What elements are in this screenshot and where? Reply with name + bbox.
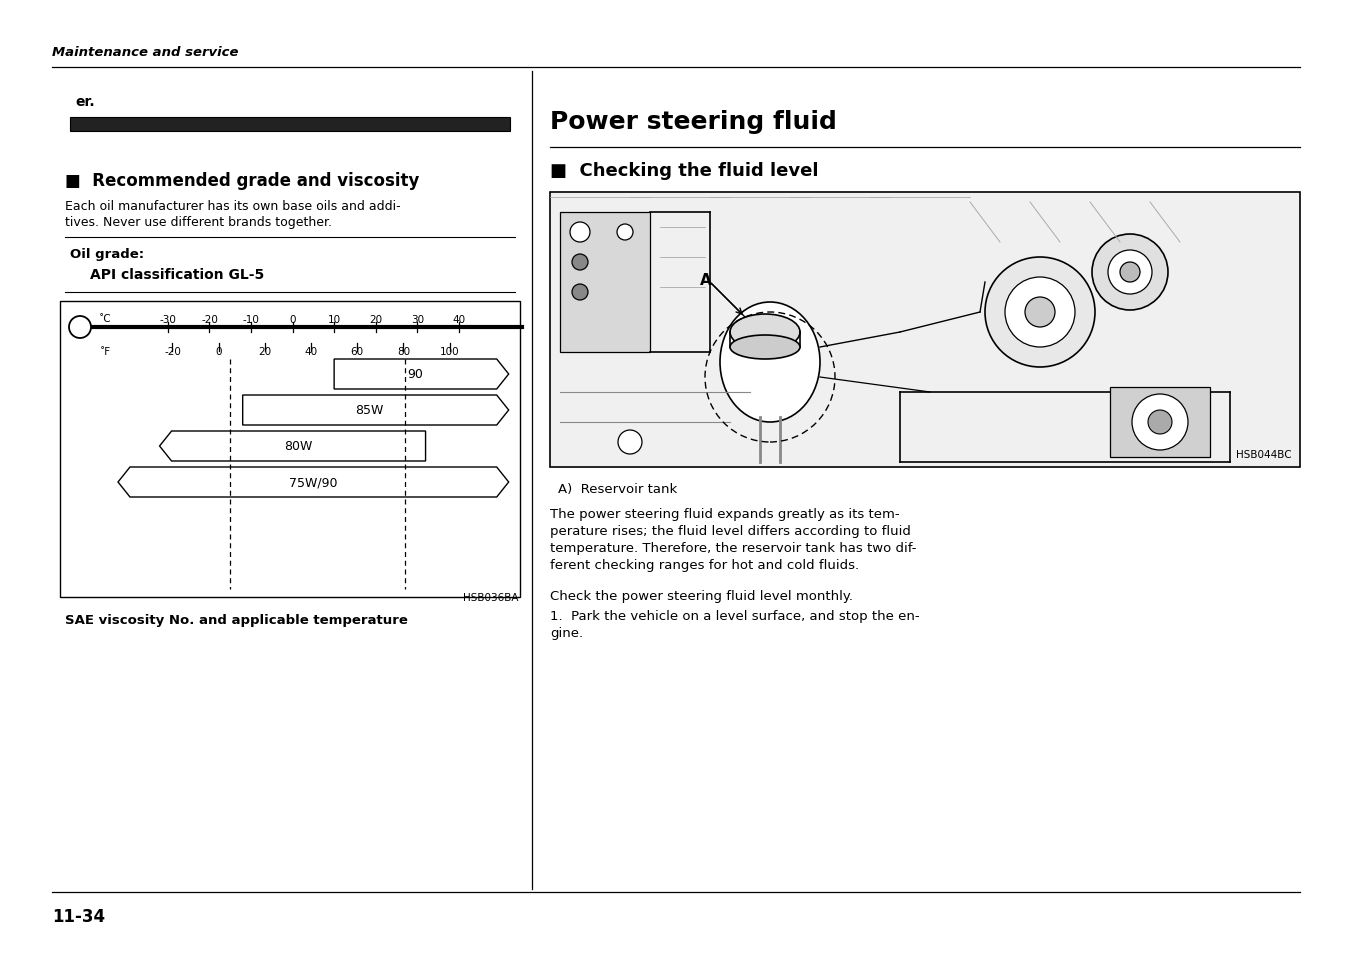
Text: -30: -30 (160, 314, 176, 325)
Text: The power steering fluid expands greatly as its tem-: The power steering fluid expands greatly… (550, 507, 899, 520)
Text: ˚F: ˚F (100, 347, 111, 356)
Text: ■  Checking the fluid level: ■ Checking the fluid level (550, 162, 818, 180)
Text: ferent checking ranges for hot and cold fluids.: ferent checking ranges for hot and cold … (550, 558, 859, 572)
Text: -20: -20 (201, 314, 218, 325)
Bar (550, 193, 1301, 468)
Bar (560, 213, 650, 353)
Text: HSB036BA: HSB036BA (462, 593, 518, 602)
Text: Power steering fluid: Power steering fluid (550, 110, 837, 133)
Text: Maintenance and service: Maintenance and service (51, 46, 238, 59)
Ellipse shape (572, 254, 588, 271)
Ellipse shape (986, 257, 1095, 368)
Ellipse shape (1005, 277, 1075, 348)
Bar (1110, 388, 1210, 457)
Text: ■  Recommended grade and viscosity: ■ Recommended grade and viscosity (65, 172, 419, 190)
Ellipse shape (730, 335, 800, 359)
Text: tives. Never use different brands together.: tives. Never use different brands togeth… (65, 215, 333, 229)
Text: perature rises; the fluid level differs according to fluid: perature rises; the fluid level differs … (550, 524, 911, 537)
Text: 0: 0 (289, 314, 296, 325)
Text: 80W: 80W (284, 440, 312, 453)
Text: 80: 80 (397, 347, 410, 356)
Text: API classification GL-5: API classification GL-5 (91, 268, 264, 282)
Ellipse shape (572, 285, 588, 301)
Ellipse shape (571, 223, 589, 243)
Text: 11-34: 11-34 (51, 907, 105, 925)
Text: 90: 90 (407, 368, 423, 381)
Text: SAE viscosity No. and applicable temperature: SAE viscosity No. and applicable tempera… (65, 614, 408, 626)
Text: Each oil manufacturer has its own base oils and addi-: Each oil manufacturer has its own base o… (65, 200, 400, 213)
Text: ˚C: ˚C (99, 314, 111, 324)
Text: 75W/90: 75W/90 (289, 476, 338, 489)
Circle shape (69, 316, 91, 338)
Ellipse shape (1119, 263, 1140, 283)
Text: 40: 40 (304, 347, 318, 356)
Text: er.: er. (74, 95, 95, 109)
Text: 10: 10 (327, 314, 341, 325)
Polygon shape (243, 395, 508, 426)
Text: 100: 100 (439, 347, 460, 356)
Text: Oil grade:: Oil grade: (70, 248, 145, 261)
Ellipse shape (617, 225, 633, 241)
Text: 60: 60 (350, 347, 364, 356)
Text: temperature. Therefore, the reservoir tank has two dif-: temperature. Therefore, the reservoir ta… (550, 541, 917, 555)
Text: Check the power steering fluid level monthly.: Check the power steering fluid level mon… (550, 589, 853, 602)
Ellipse shape (1148, 411, 1172, 435)
Bar (552, 193, 1299, 467)
Ellipse shape (721, 303, 821, 422)
Text: 40: 40 (453, 314, 465, 325)
Text: 85W: 85W (356, 404, 384, 417)
Text: -10: -10 (242, 314, 260, 325)
Text: 20: 20 (258, 347, 272, 356)
Polygon shape (118, 468, 508, 497)
Ellipse shape (1092, 234, 1168, 311)
Text: HSB044BC: HSB044BC (1236, 450, 1293, 459)
Ellipse shape (1132, 395, 1188, 451)
Ellipse shape (618, 431, 642, 455)
Polygon shape (334, 359, 508, 390)
Text: A)  Reservoir tank: A) Reservoir tank (558, 482, 677, 496)
Text: 30: 30 (411, 314, 423, 325)
Bar (59, 302, 521, 598)
Text: 20: 20 (369, 314, 383, 325)
Ellipse shape (1109, 251, 1152, 294)
Text: 0: 0 (215, 347, 222, 356)
Text: 1.  Park the vehicle on a level surface, and stop the en-: 1. Park the vehicle on a level surface, … (550, 609, 919, 622)
Bar (70, 118, 510, 132)
Ellipse shape (1025, 297, 1055, 328)
Text: A: A (700, 273, 711, 288)
Ellipse shape (730, 314, 800, 351)
Text: gine.: gine. (550, 626, 583, 639)
Text: -20: -20 (164, 347, 181, 356)
Polygon shape (160, 432, 426, 461)
